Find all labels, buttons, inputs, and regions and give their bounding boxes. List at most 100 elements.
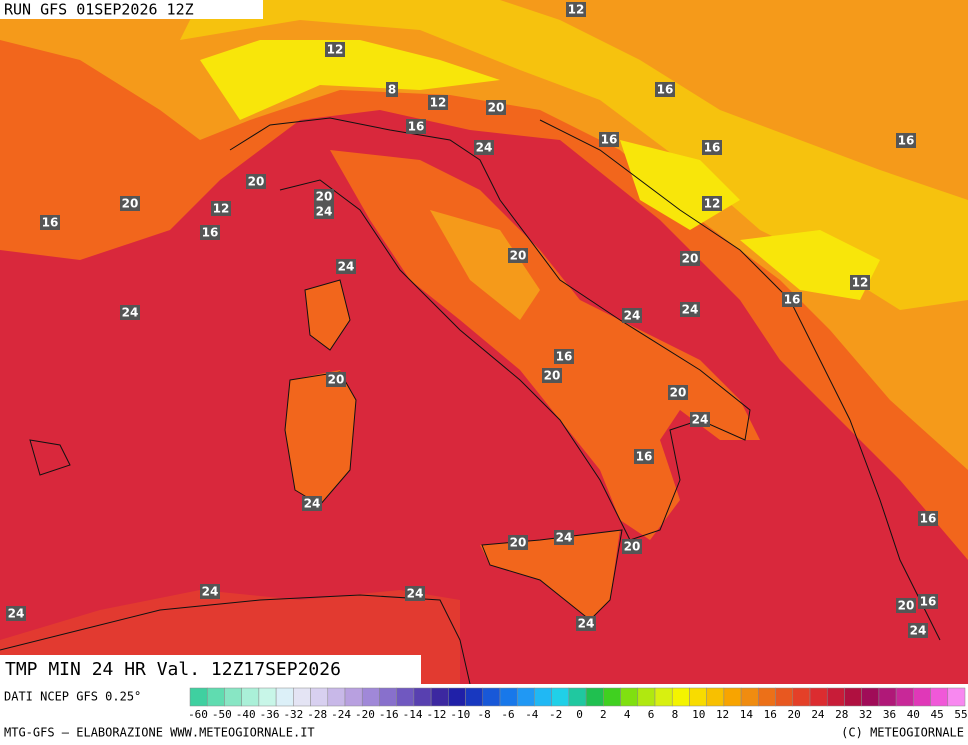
colorbar-swatch — [758, 687, 776, 707]
contour-label: 8 — [388, 83, 396, 97]
colorbar-swatch — [293, 687, 311, 707]
colorbar-label: 8 — [672, 708, 679, 721]
contour-label-box — [896, 133, 916, 148]
colorbar-label: 20 — [787, 708, 800, 721]
colorbar-swatch — [568, 687, 587, 707]
colorbar-swatch — [723, 687, 742, 707]
contour-label: 16 — [920, 595, 937, 609]
colorbar-swatch — [534, 687, 552, 707]
colorbar-label: 14 — [740, 708, 754, 721]
colorbar-label: -12 — [427, 708, 447, 721]
colorbar-label: 10 — [692, 708, 705, 721]
contour-label: 16 — [920, 512, 937, 526]
contour-label: 20 — [510, 536, 527, 550]
contour-label: 20 — [682, 252, 699, 266]
contour-label: 20 — [510, 249, 527, 263]
contour-label-box — [576, 616, 596, 631]
colorbar-label: -4 — [525, 708, 539, 721]
colorbar-label: 16 — [764, 708, 777, 721]
contour-label-box — [782, 292, 802, 307]
contour-label: 12 — [327, 43, 344, 57]
contour-label-box — [120, 196, 140, 211]
contour-label: 16 — [704, 141, 721, 155]
contour-label: 24 — [316, 205, 333, 219]
alps-balkans — [180, 0, 968, 310]
contour-label: 12 — [852, 276, 869, 290]
colorbar-swatch — [499, 687, 518, 707]
contour-label: 16 — [202, 226, 219, 240]
contour-label: 24 — [8, 607, 25, 621]
colorbar-label: 6 — [648, 708, 655, 721]
contour-label-box — [406, 119, 426, 134]
contour-label-box — [336, 259, 356, 274]
contour-label-box — [302, 496, 322, 511]
contour-label-box — [680, 251, 700, 266]
colorbar-label: 0 — [576, 708, 583, 721]
contour-label: 24 — [476, 141, 493, 155]
colorbar-label: 55 — [954, 708, 967, 721]
colorbar-swatch — [206, 687, 225, 707]
contour-label: 20 — [248, 175, 265, 189]
contour-label: 12 — [704, 197, 721, 211]
contour-label-box — [599, 132, 619, 147]
contour-label: 12 — [430, 96, 447, 110]
contour-label-box — [634, 449, 654, 464]
sicily — [480, 530, 620, 620]
contour-label-box — [474, 140, 494, 155]
colorbar-swatch — [551, 687, 570, 707]
colorbar-swatch — [895, 687, 914, 707]
islands — [285, 280, 356, 505]
colorbar-swatch — [516, 687, 535, 707]
contour-label: 20 — [544, 369, 561, 383]
contour-label-box — [918, 594, 938, 609]
alps-cold — [200, 40, 500, 120]
contour-label: 24 — [338, 260, 355, 274]
contour-label-box — [326, 372, 346, 387]
contour-label-box — [486, 100, 506, 115]
colorbar-swatch — [448, 687, 466, 707]
colorbar-label: -60 — [188, 708, 208, 721]
colorbar-label: 24 — [811, 708, 825, 721]
colorbar-swatch — [947, 687, 966, 707]
colorbar-label: 45 — [931, 708, 944, 721]
contour-label: 24 — [122, 306, 139, 320]
contour-label: 24 — [692, 413, 709, 427]
contour-label: 20 — [898, 599, 915, 613]
contour-label-box — [668, 385, 688, 400]
contour-label-box — [850, 275, 870, 290]
contour-label: 20 — [328, 373, 345, 387]
colorbar-swatch — [379, 687, 397, 707]
colorbar-swatch — [861, 687, 880, 707]
contour-label-box — [6, 606, 26, 621]
contour-label: 20 — [316, 190, 333, 204]
contour-label-box — [314, 204, 334, 219]
colorbar-label: 12 — [716, 708, 729, 721]
colorbar-swatch — [189, 687, 208, 707]
colorbar-swatch — [310, 687, 329, 707]
colorbar-swatch — [654, 687, 673, 707]
contour-label-box — [325, 42, 345, 57]
contour-label: 16 — [898, 134, 915, 148]
colorbar-label: 36 — [883, 708, 896, 721]
colorbar-swatch — [327, 687, 346, 707]
contour-label: 24 — [578, 617, 595, 631]
contour-label-box — [428, 95, 448, 110]
apennines — [430, 210, 540, 320]
colorbar-label: -28 — [307, 708, 327, 721]
contour-label-box — [702, 140, 722, 155]
colorbar-swatch — [809, 687, 828, 707]
contour-label-box — [680, 302, 700, 317]
run-label: RUN GFS 01SEP2026 12Z — [4, 1, 194, 19]
contour-label: 24 — [624, 309, 641, 323]
colorbar-label: 28 — [835, 708, 848, 721]
colorbar-swatch — [465, 687, 484, 707]
contour-label-box — [405, 586, 425, 601]
colorbar-swatch — [689, 687, 707, 707]
contour-label: 16 — [42, 216, 59, 230]
italy — [330, 150, 760, 540]
contour-label: 12 — [213, 202, 230, 216]
colorbar-label: -20 — [355, 708, 375, 721]
colorbar-swatch — [775, 687, 794, 707]
